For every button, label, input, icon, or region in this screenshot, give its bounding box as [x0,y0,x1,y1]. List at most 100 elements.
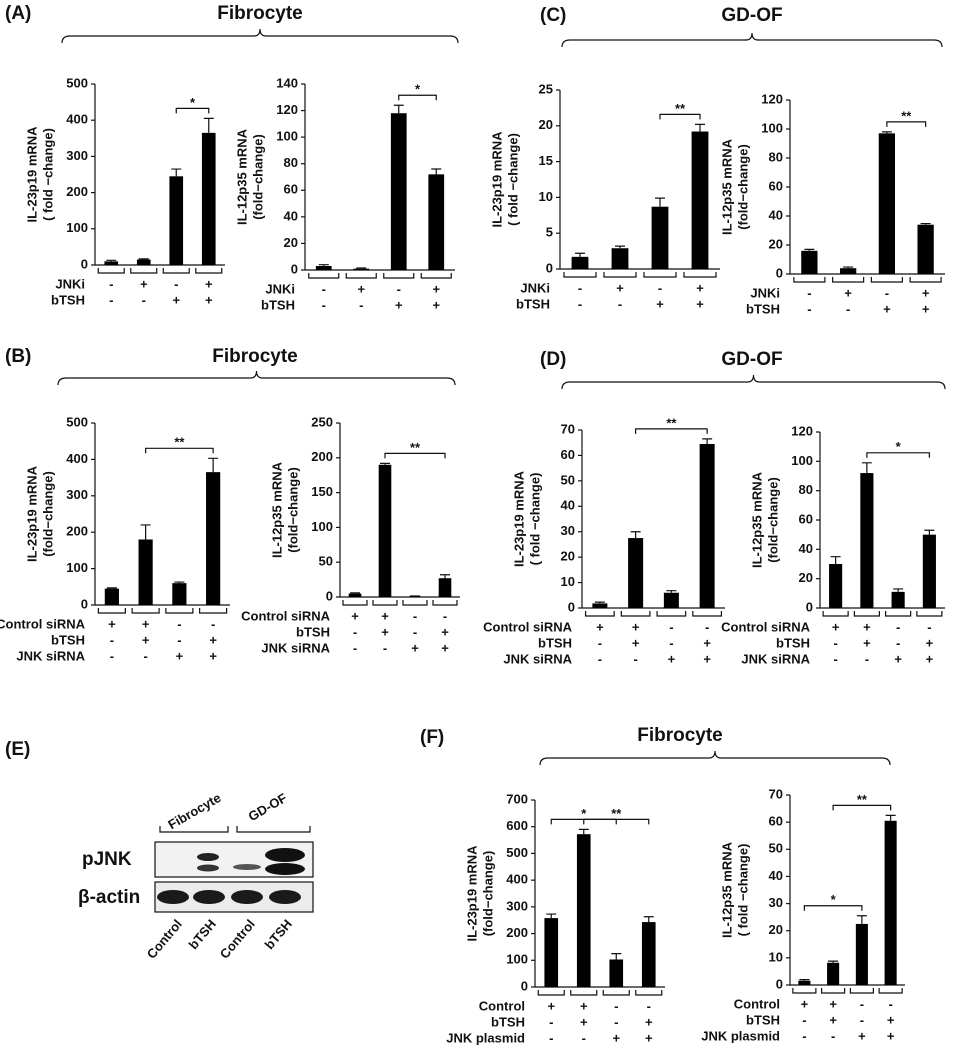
bar [408,596,422,597]
blot-band [265,863,305,875]
condition-sign: - [833,635,837,650]
panel-label: (E) [5,739,30,760]
condition-sign: + [142,632,150,647]
condition-sign: - [865,651,869,666]
category-bracket [603,272,637,278]
condition-sign: + [209,648,217,663]
axis-line [339,423,460,598]
condition-sign: + [801,996,809,1011]
blot-lane-label: Control [144,916,185,961]
condition-sign: - [598,635,602,650]
condition-sign: - [618,296,622,311]
y-axis-label: IL-12p35 mRNA [719,138,734,235]
y-tick-label: 100 [506,952,528,967]
y-axis-label: IL-23p19 mRNA [464,845,479,942]
condition-sign: + [894,651,902,666]
panel-title: Fibrocyte [217,3,303,24]
condition-sign: - [885,285,889,300]
condition-sign: - [413,624,417,639]
condition-sign: + [432,281,440,296]
y-tick-label: 50 [769,841,783,856]
condition-sign: - [397,281,401,296]
category-bracket [683,272,717,278]
condition-sign: - [353,640,357,655]
y-tick-label: 20 [799,570,813,585]
significance-bracket [145,447,214,454]
category-bracket [308,273,340,279]
error-bar [655,197,665,207]
y-axis-label: (fold−change) [285,467,300,553]
blot-band [197,864,219,872]
y-tick-label: 40 [799,541,813,556]
category-bracket [162,268,190,274]
y-tick-label: 20 [561,549,575,564]
category-bracket [822,611,849,617]
significance-label: ** [410,440,421,455]
panel-title: Fibrocyte [637,725,723,746]
condition-label: JNK plasmid [446,1030,525,1045]
bar [390,113,407,270]
y-tick-label: 0 [806,599,813,614]
y-tick-label: 0 [81,596,88,611]
error-bar [804,248,815,251]
y-tick-label: 5 [546,225,553,240]
y-tick-label: 40 [769,868,783,883]
condition-sign: + [926,635,934,650]
category-bracket [420,273,452,279]
bar [206,472,221,605]
condition-sign: - [549,1030,553,1045]
condition-sign: - [211,616,215,631]
category-bracket [885,611,912,617]
category-bracket [821,988,846,994]
condition-sign: + [645,1030,653,1045]
error-bar [318,264,329,267]
bar [438,578,452,597]
y-axis-label: ( fold −change) [527,473,542,566]
blot-band [265,848,305,862]
bar [878,133,896,274]
condition-label: bTSH [296,624,330,639]
condition-sign: - [110,648,114,663]
category-bracket [345,273,377,279]
condition-sign: + [844,285,852,300]
condition-sign: + [696,280,704,295]
condition-sign: + [696,296,704,311]
error-bar [431,168,442,175]
brace [539,750,891,766]
error-bar [643,916,654,923]
bar [172,583,187,605]
y-axis-label: (fold−change) [250,134,265,220]
y-tick-label: 400 [506,872,528,887]
blot-band [157,890,189,904]
condition-sign: - [353,624,357,639]
condition-label: JNK siRNA [261,640,330,655]
condition-sign: + [858,1028,866,1043]
category-bracket [195,268,223,274]
condition-sign: + [863,635,871,650]
condition-sign: + [887,1012,895,1027]
condition-sign: + [832,619,840,634]
y-axis-label: IL-23p19 mRNA [489,131,504,228]
bar [829,564,843,608]
category-bracket [832,277,865,283]
y-tick-label: 0 [568,599,575,614]
y-tick-label: 10 [769,949,783,964]
condition-sign: + [632,635,640,650]
condition-sign: + [176,648,184,663]
category-bracket [199,608,228,614]
blot-group-label: GD-OF [246,790,290,824]
y-tick-label: 50 [319,554,333,569]
category-bracket [402,600,428,606]
brace [561,374,946,390]
y-axis-label: (fold−change) [735,144,750,230]
condition-sign: - [807,285,811,300]
bar [839,268,857,274]
y-tick-label: 120 [276,102,298,117]
error-bar [695,123,705,132]
condition-sign: - [860,996,864,1011]
bar [378,464,392,597]
y-tick-label: 0 [81,256,88,271]
category-bracket [342,600,368,606]
condition-label: JNK siRNA [503,651,572,666]
condition-sign: - [109,292,113,307]
